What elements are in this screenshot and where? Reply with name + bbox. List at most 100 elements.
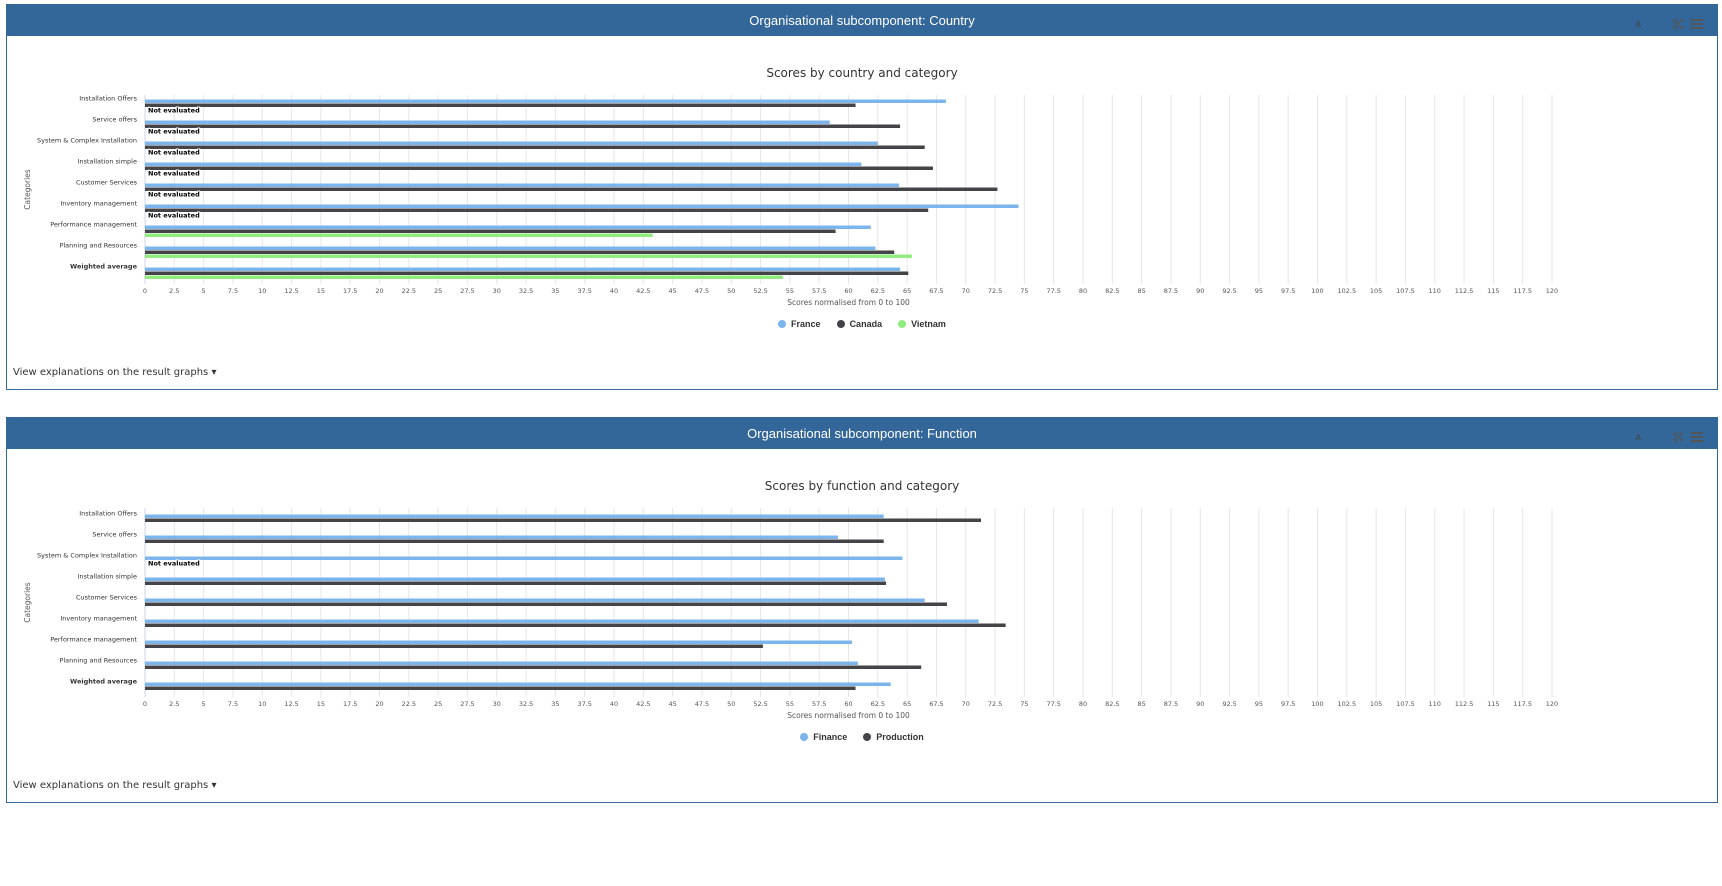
bar-production bbox=[145, 518, 981, 522]
x-tick-label: 70 bbox=[962, 700, 970, 708]
x-tick-label: 22.5 bbox=[402, 287, 416, 295]
x-tick-label: 62.5 bbox=[871, 287, 885, 295]
x-tick-label: 90 bbox=[1196, 287, 1204, 295]
bar-production bbox=[145, 623, 1006, 627]
bar-finance bbox=[145, 682, 891, 686]
menu-icon[interactable] bbox=[1691, 19, 1703, 29]
panel-header-title: Organisational subcomponent: Country bbox=[749, 13, 975, 28]
x-tick-label: 57.5 bbox=[812, 700, 826, 708]
x-tick-label: 27.5 bbox=[460, 287, 474, 295]
x-tick-label: 32.5 bbox=[519, 700, 533, 708]
y-tick-label: Customer Services bbox=[76, 594, 138, 602]
x-tick-label: 77.5 bbox=[1046, 700, 1060, 708]
bar-finance bbox=[145, 514, 884, 518]
bar-france bbox=[145, 162, 862, 166]
bar-production bbox=[145, 602, 947, 606]
x-tick-label: 55 bbox=[786, 700, 794, 708]
x-tick-label: 32.5 bbox=[519, 287, 533, 295]
legend-item-vietnam[interactable]: Vietnam bbox=[898, 319, 946, 329]
x-tick-label: 65 bbox=[903, 700, 911, 708]
x-tick-label: 17.5 bbox=[343, 287, 357, 295]
fullscreen-icon[interactable] bbox=[1673, 19, 1683, 29]
x-axis-title: Scores normalised from 0 to 100 bbox=[787, 711, 910, 720]
bar-canada bbox=[145, 187, 998, 191]
legend-item-canada[interactable]: Canada bbox=[836, 319, 883, 329]
x-tick-label: 37.5 bbox=[577, 700, 591, 708]
y-axis-title: Categories bbox=[23, 582, 32, 623]
x-tick-label: 67.5 bbox=[929, 287, 943, 295]
x-tick-label: 52.5 bbox=[753, 700, 767, 708]
x-tick-label: 5 bbox=[202, 287, 206, 295]
legend-label: France bbox=[791, 319, 821, 329]
y-tick-label: Customer Services bbox=[76, 179, 138, 187]
legend-item-france[interactable]: France bbox=[778, 319, 821, 329]
x-tick-label: 10 bbox=[258, 700, 266, 708]
y-tick-label: Installation simple bbox=[77, 158, 137, 166]
chart-title: Scores by country and category bbox=[766, 66, 958, 80]
legend-item-finance[interactable]: Finance bbox=[800, 732, 847, 742]
legend-item-production[interactable]: Production bbox=[863, 732, 924, 742]
x-tick-label: 52.5 bbox=[753, 287, 767, 295]
x-tick-label: 50 bbox=[727, 287, 735, 295]
x-tick-label: 20 bbox=[375, 700, 383, 708]
fullscreen-icon[interactable] bbox=[1673, 432, 1683, 442]
x-tick-label: 95 bbox=[1255, 287, 1263, 295]
x-tick-label: 42.5 bbox=[636, 287, 650, 295]
bar-finance bbox=[145, 661, 858, 665]
x-tick-label: 97.5 bbox=[1281, 700, 1295, 708]
x-tick-label: 97.5 bbox=[1281, 287, 1295, 295]
bar-france bbox=[145, 120, 830, 124]
x-tick-label: 7.5 bbox=[228, 700, 238, 708]
x-tick-label: 110 bbox=[1429, 287, 1441, 295]
bar-vietnam bbox=[145, 233, 653, 237]
bar-production bbox=[145, 644, 763, 648]
bar-canada bbox=[145, 103, 856, 107]
x-tick-label: 7.5 bbox=[228, 287, 238, 295]
x-tick-label: 72.5 bbox=[988, 287, 1002, 295]
x-tick-label: 45 bbox=[668, 700, 676, 708]
x-tick-label: 2.5 bbox=[169, 700, 179, 708]
bar-finance bbox=[145, 640, 853, 644]
bar-finance bbox=[145, 535, 838, 539]
x-tick-label: 102.5 bbox=[1338, 287, 1357, 295]
not-evaluated-label: Not evaluated bbox=[148, 560, 200, 568]
bar-france bbox=[145, 267, 901, 271]
legend-label: Canada bbox=[849, 319, 883, 329]
not-evaluated-label: Not evaluated bbox=[148, 191, 200, 199]
x-tick-label: 65 bbox=[903, 287, 911, 295]
y-tick-label: Inventory management bbox=[60, 615, 137, 623]
bar-finance bbox=[145, 556, 903, 560]
view-explanations-label: View explanations on the result graphs bbox=[13, 780, 209, 791]
menu-icon[interactable] bbox=[1691, 432, 1703, 442]
x-tick-label: 40 bbox=[610, 287, 618, 295]
function-panel: Organisational subcomponent: Function A … bbox=[6, 417, 1718, 803]
view-explanations-link[interactable]: View explanations on the result graphs ▾ bbox=[13, 367, 216, 378]
x-tick-label: 90 bbox=[1196, 700, 1204, 708]
x-tick-label: 2.5 bbox=[169, 287, 179, 295]
panel-header: Organisational subcomponent: Function bbox=[7, 418, 1717, 449]
x-tick-label: 70 bbox=[962, 287, 970, 295]
x-tick-label: 35 bbox=[551, 287, 559, 295]
x-tick-label: 107.5 bbox=[1396, 287, 1415, 295]
legend-marker bbox=[863, 733, 872, 741]
x-tick-label: 92.5 bbox=[1222, 287, 1236, 295]
bar-finance bbox=[145, 577, 885, 581]
y-tick-label: Weighted average bbox=[70, 678, 138, 686]
panel-header-title: Organisational subcomponent: Function bbox=[747, 426, 977, 441]
x-tick-label: 55 bbox=[786, 287, 794, 295]
x-tick-label: 120 bbox=[1546, 287, 1558, 295]
x-tick-label: 72.5 bbox=[988, 700, 1002, 708]
font-size-button[interactable]: A bbox=[1635, 19, 1641, 29]
caret-down-icon: ▾ bbox=[211, 367, 217, 378]
legend-marker bbox=[836, 320, 845, 328]
x-tick-label: 85 bbox=[1137, 700, 1145, 708]
font-size-button[interactable]: A bbox=[1635, 432, 1641, 442]
x-tick-label: 47.5 bbox=[695, 700, 709, 708]
x-tick-label: 80 bbox=[1079, 700, 1087, 708]
x-tick-label: 87.5 bbox=[1164, 700, 1178, 708]
view-explanations-link[interactable]: View explanations on the result graphs ▾ bbox=[13, 780, 216, 791]
x-tick-label: 37.5 bbox=[577, 287, 591, 295]
bar-production bbox=[145, 539, 884, 543]
view-explanations-label: View explanations on the result graphs bbox=[13, 367, 209, 378]
x-tick-label: 115 bbox=[1487, 700, 1499, 708]
